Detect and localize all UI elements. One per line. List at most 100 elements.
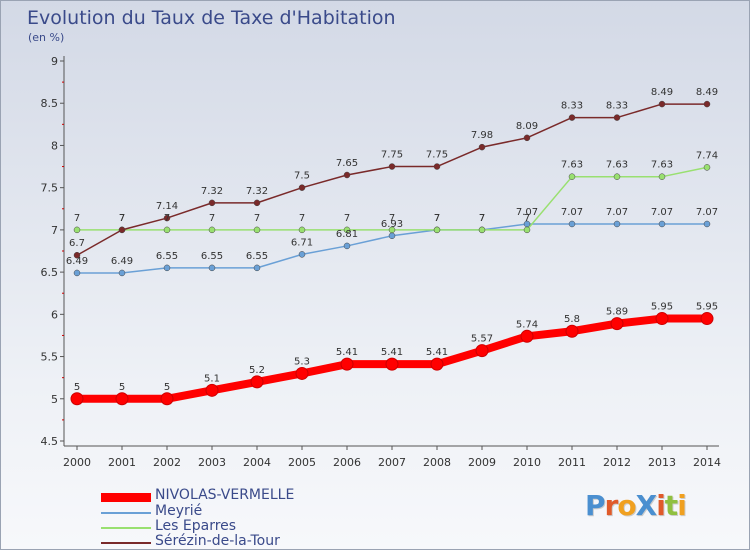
data-point <box>208 226 216 234</box>
data-label: 7 <box>524 213 530 224</box>
data-point <box>703 220 711 228</box>
data-point <box>343 226 351 234</box>
data-point <box>568 220 576 228</box>
y-tick-label: 8.5 <box>41 97 59 110</box>
chart-title: Evolution du Taux de Taxe d'Habitation <box>27 7 396 29</box>
x-tick-label: 2007 <box>378 456 406 469</box>
data-label: 5.2 <box>249 365 265 376</box>
x-tick-label: 2011 <box>558 456 586 469</box>
data-label: 5.57 <box>471 334 493 345</box>
data-point <box>250 375 264 389</box>
data-label: 6.81 <box>336 229 358 240</box>
data-point <box>655 312 669 326</box>
data-label: 7.65 <box>336 158 358 169</box>
data-label: 5.41 <box>381 347 403 358</box>
data-point <box>700 312 714 326</box>
x-tick-label: 2004 <box>243 456 271 469</box>
data-label: 7 <box>389 213 395 224</box>
data-label: 7.63 <box>606 160 628 171</box>
data-point <box>70 392 84 406</box>
data-label: 8.33 <box>606 101 628 112</box>
data-point <box>163 226 171 234</box>
data-label: 5.41 <box>336 347 358 358</box>
data-point <box>658 220 666 228</box>
data-point <box>73 226 81 234</box>
x-tick-label: 2001 <box>108 456 136 469</box>
data-label: 5.3 <box>294 356 310 367</box>
data-point <box>433 163 441 170</box>
data-point <box>343 171 351 179</box>
legend-swatch <box>101 542 151 544</box>
data-point <box>610 317 624 331</box>
x-tick-label: 2000 <box>63 456 91 469</box>
data-point <box>613 114 621 121</box>
data-label: 6.55 <box>246 251 268 262</box>
data-point <box>475 344 489 358</box>
data-label: 7 <box>479 213 485 224</box>
data-point <box>253 226 261 234</box>
data-point <box>73 251 81 259</box>
data-point <box>613 173 621 180</box>
data-label: 5 <box>74 382 80 393</box>
data-label: 8.49 <box>696 87 718 98</box>
data-label: 7.98 <box>471 130 493 141</box>
data-point <box>340 357 354 371</box>
data-label: 7.5 <box>294 171 310 182</box>
data-label: 7.74 <box>696 150 718 161</box>
data-label: 7.14 <box>156 201 178 212</box>
data-label: 7.32 <box>201 186 223 197</box>
data-point <box>343 242 351 250</box>
data-point <box>385 357 399 371</box>
x-tick-label: 2005 <box>288 456 316 469</box>
data-point <box>295 366 309 380</box>
data-point <box>208 264 216 272</box>
data-point <box>703 100 711 108</box>
data-point <box>430 357 444 371</box>
data-label: 7 <box>74 213 80 224</box>
data-label: 7.07 <box>696 207 718 218</box>
data-point <box>118 269 126 277</box>
data-label: 8.49 <box>651 87 673 98</box>
data-point <box>160 392 174 406</box>
y-tick-label: 7.5 <box>41 182 59 195</box>
data-label: 6.71 <box>291 237 313 248</box>
y-tick-label: 5.5 <box>41 351 59 364</box>
data-label: 6.93 <box>381 219 403 230</box>
legend-label: Les Eparres <box>155 518 237 534</box>
x-tick-label: 2003 <box>198 456 226 469</box>
data-label: 7.07 <box>561 207 583 218</box>
data-label: 5.95 <box>651 302 673 313</box>
data-label: 6.7 <box>69 238 85 249</box>
data-label: 7.75 <box>426 150 448 161</box>
x-tick-label: 2006 <box>333 456 361 469</box>
data-label: 7 <box>164 213 170 224</box>
y-tick-label: 5 <box>51 393 58 406</box>
data-point <box>703 164 711 171</box>
data-point <box>478 226 486 234</box>
data-point <box>118 226 126 234</box>
data-point <box>388 226 396 234</box>
chart-unit-label: (en %) <box>28 31 65 44</box>
legend-label: NIVOLAS-VERMELLE <box>155 487 295 503</box>
data-label: 7 <box>254 213 260 224</box>
y-tick-label: 8 <box>51 139 58 152</box>
data-label: 5.74 <box>516 319 538 330</box>
data-label: 7 <box>209 213 215 224</box>
y-tick-label: 6 <box>51 308 58 321</box>
data-label: 6.49 <box>111 256 133 267</box>
data-label: 7 <box>344 213 350 224</box>
data-point <box>163 214 171 222</box>
legend-swatch <box>101 527 151 529</box>
data-point <box>433 226 441 234</box>
data-point <box>298 251 306 258</box>
data-label: 8.33 <box>561 101 583 112</box>
data-label: 5.8 <box>564 314 580 325</box>
x-tick-label: 2010 <box>513 456 541 469</box>
x-tick-label: 2002 <box>153 456 181 469</box>
data-point <box>523 134 531 142</box>
data-label: 7 <box>434 213 440 224</box>
x-tick-label: 2008 <box>423 456 451 469</box>
legend-label: Sérézin-de-la-Tour <box>155 533 280 549</box>
